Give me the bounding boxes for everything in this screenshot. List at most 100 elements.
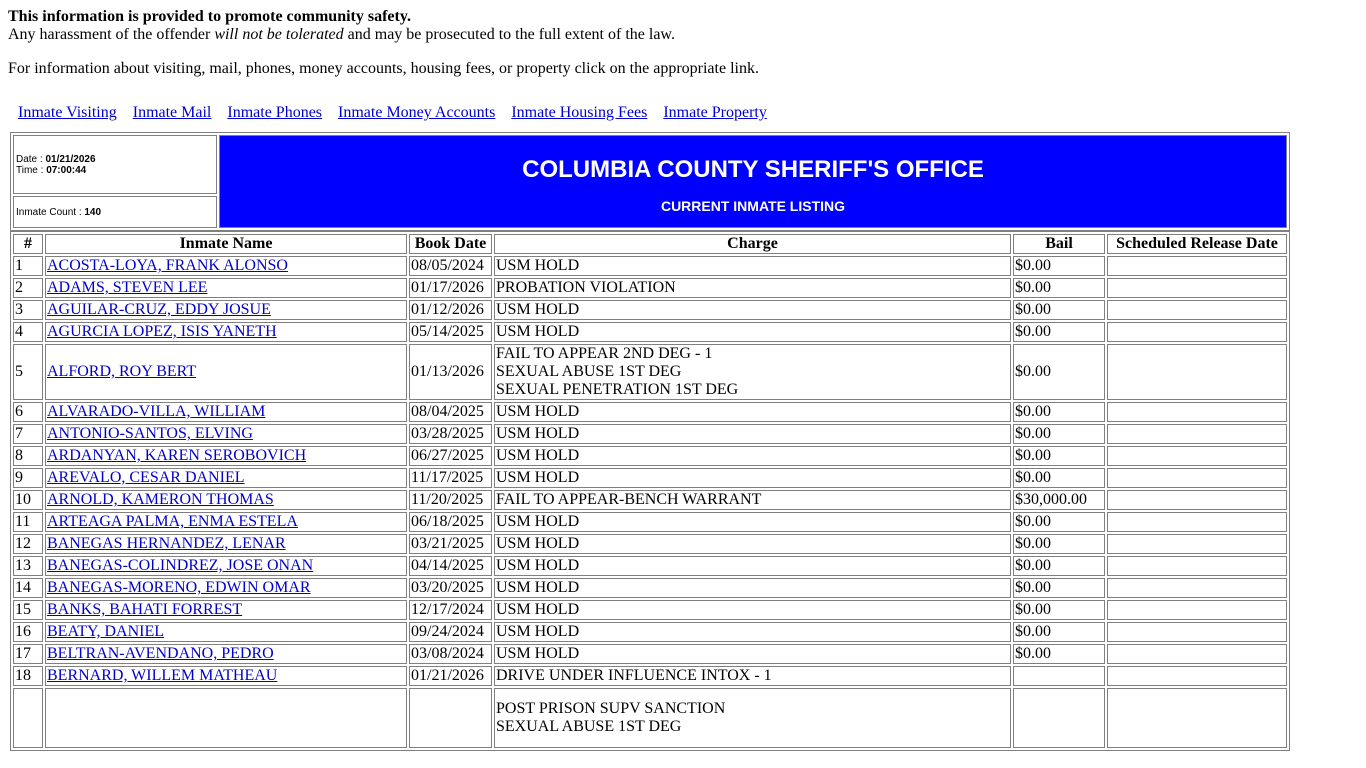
book-date: 04/14/2025 [409, 556, 492, 576]
inmate-name-cell: BERNARD, WILLEM MATHEAU [45, 666, 407, 686]
book-date: 06/27/2025 [409, 446, 492, 466]
table-row: 12 BANEGAS HERNANDEZ, LENAR 03/21/2025 USM … [13, 534, 1287, 554]
inmate-name-cell: ARNOLD, KAMERON THOMAS [45, 490, 407, 510]
table-row: 8 ARDANYAN, KAREN SEROBOVICH 06/27/2025 USM… [13, 446, 1287, 466]
row-number-text: 1 [15, 257, 23, 274]
link-inmate-property[interactable]: Inmate Property [663, 104, 767, 121]
charge-cell: POST PRISON SUPV SANCTION SEXUAL ABUSE 1S… [494, 688, 1011, 748]
release-date [1107, 490, 1287, 510]
inmate-name-link[interactable]: BANEGAS HERNANDEZ, LENAR [47, 535, 286, 552]
row-number: 16 [13, 622, 43, 642]
inmate-name-cell: ADAMS, STEVEN LEE [45, 278, 407, 298]
release-date [1107, 278, 1287, 298]
release-date [1107, 622, 1287, 642]
bail [1013, 688, 1105, 748]
release-date [1107, 446, 1287, 466]
bail: $0.00 [1013, 512, 1105, 532]
inmate-name-link[interactable]: ALFORD, ROY BERT [47, 363, 197, 380]
inmate-name-link[interactable]: AREVALO, CESAR DANIEL [47, 469, 245, 486]
charge-line: PROBATION VIOLATION [496, 279, 676, 296]
table-row: 16 BEATY, DANIEL 09/24/2024 USM HOLD $0.00 [13, 622, 1287, 642]
charge-cell: USM HOLD [494, 446, 1011, 466]
inmate-name-link[interactable]: AGURCIA LOPEZ, ISIS YANETH [47, 323, 277, 340]
row-number: 13 [13, 556, 43, 576]
book-date-text: 03/08/2024 [411, 645, 484, 662]
inmate-name-cell: BEATY, DANIEL [45, 622, 407, 642]
link-inmate-mail[interactable]: Inmate Mail [132, 104, 212, 121]
table-row: 7 ANTONIO-SANTOS, ELVING 03/28/2025 USM HOL… [13, 424, 1287, 444]
charge-line: USM HOLD [496, 425, 580, 442]
inmate-name-cell: BANEGAS-COLINDREZ, JOSE ONAN [45, 556, 407, 576]
inmate-name-link[interactable]: ALVARADO-VILLA, WILLIAM [47, 403, 266, 420]
bail-text: $0.00 [1015, 363, 1051, 380]
book-date: 01/17/2026 [409, 278, 492, 298]
bail: $0.00 [1013, 424, 1105, 444]
table-row: 3 AGUILAR-CRUZ, EDDY JOSUE 01/12/2026 USM H… [13, 300, 1287, 320]
inmate-table: # Inmate Name Book Date Charge Bail Sche… [10, 231, 1290, 751]
col-release-date: Scheduled Release Date [1107, 234, 1287, 254]
row-number-text: 16 [15, 623, 31, 640]
count-label: Inmate Count : [16, 206, 85, 218]
book-date-text: 08/05/2024 [411, 257, 484, 274]
row-number: 9 [13, 468, 43, 488]
link-inmate-visiting[interactable]: Inmate Visiting [18, 104, 117, 121]
charge-line: USM HOLD [496, 535, 580, 552]
inmate-name-cell: ACOSTA-LOYA, FRANK ALONSO [45, 256, 407, 276]
time-value: 07:00:44 [46, 164, 87, 176]
charge-cell: USM HOLD [494, 512, 1011, 532]
row-number: 14 [13, 578, 43, 598]
book-date: 11/17/2025 [409, 468, 492, 488]
link-inmate-phones[interactable]: Inmate Phones [227, 104, 323, 121]
inmate-name-cell: AGURCIA LOPEZ, ISIS YANETH [45, 322, 407, 342]
book-date-text: 11/20/2025 [411, 491, 484, 508]
release-date [1107, 344, 1287, 400]
table-row: 18 BERNARD, WILLEM MATHEAU 01/21/2026 DRIVE… [13, 666, 1287, 686]
book-date-text: 05/14/2025 [411, 323, 484, 340]
link-inmate-money-accounts[interactable]: Inmate Money Accounts [338, 104, 496, 121]
book-date-text: 09/24/2024 [411, 623, 484, 640]
bail-text: $0.00 [1015, 535, 1051, 552]
book-date-text: 11/17/2025 [411, 469, 484, 486]
row-number: 4 [13, 322, 43, 342]
release-date [1107, 600, 1287, 620]
inmate-name-link[interactable]: ARNOLD, KAMERON THOMAS [47, 491, 274, 508]
row-number-text: 10 [15, 491, 31, 508]
inmate-name-link[interactable]: ARTEAGA PALMA, ENMA ESTELA [47, 513, 298, 530]
bail-text: $0.00 [1015, 513, 1051, 530]
row-number: 11 [13, 512, 43, 532]
inmate-name-link[interactable]: BANEGAS-COLINDREZ, JOSE ONAN [47, 557, 314, 574]
inmate-links: Inmate Visiting Inmate Mail Inmate Phone… [8, 104, 1366, 122]
bail: $0.00 [1013, 468, 1105, 488]
link-inmate-housing-fees[interactable]: Inmate Housing Fees [511, 104, 648, 121]
book-date-text: 03/28/2025 [411, 425, 484, 442]
row-number-text: 7 [15, 425, 23, 442]
row-number: 1 [13, 256, 43, 276]
table-row: 13 BANEGAS-COLINDREZ, JOSE ONAN 04/14/2025… [13, 556, 1287, 576]
inmate-name-link[interactable]: BANEGAS-MORENO, EDWIN OMAR [47, 579, 311, 596]
inmate-name-link[interactable]: ADAMS, STEVEN LEE [47, 279, 208, 296]
col-book-date: Book Date [409, 234, 492, 254]
inmate-name-link[interactable]: BERNARD, WILLEM MATHEAU [47, 667, 278, 684]
inmate-name-link[interactable]: BEATY, DANIEL [47, 623, 165, 640]
book-date-text: 03/21/2025 [411, 535, 484, 552]
inmate-name-cell: BELTRAN-AVENDANO, PEDRO [45, 644, 407, 664]
book-date: 12/17/2024 [409, 600, 492, 620]
bail: $0.00 [1013, 344, 1105, 400]
charge-line: SEXUAL ABUSE 1ST DEG [496, 718, 682, 735]
table-row: 14 BANEGAS-MORENO, EDWIN OMAR 03/20/2025 US… [13, 578, 1287, 598]
book-date-text: 06/27/2025 [411, 447, 484, 464]
book-date: 01/12/2026 [409, 300, 492, 320]
bail-text: $0.00 [1015, 447, 1051, 464]
harassment-text: Any harassment of the offender [8, 26, 215, 43]
inmate-name-link[interactable]: ANTONIO-SANTOS, ELVING [47, 425, 253, 442]
inmate-name-link[interactable]: AGUILAR-CRUZ, EDDY JOSUE [47, 301, 271, 318]
inmate-name-link[interactable]: BELTRAN-AVENDANO, PEDRO [47, 645, 274, 662]
inmate-name-cell: BANKS, BAHATI FORREST [45, 600, 407, 620]
bail-text: $0.00 [1015, 579, 1051, 596]
charge-line: USM HOLD [496, 513, 580, 530]
inmate-name-link[interactable]: ACOSTA-LOYA, FRANK ALONSO [47, 257, 288, 274]
inmate-name-link[interactable]: BANKS, BAHATI FORREST [47, 601, 243, 618]
bail: $0.00 [1013, 322, 1105, 342]
inmate-name-link[interactable]: ARDANYAN, KAREN SEROBOVICH [47, 447, 307, 464]
row-number-text: 5 [15, 363, 23, 380]
